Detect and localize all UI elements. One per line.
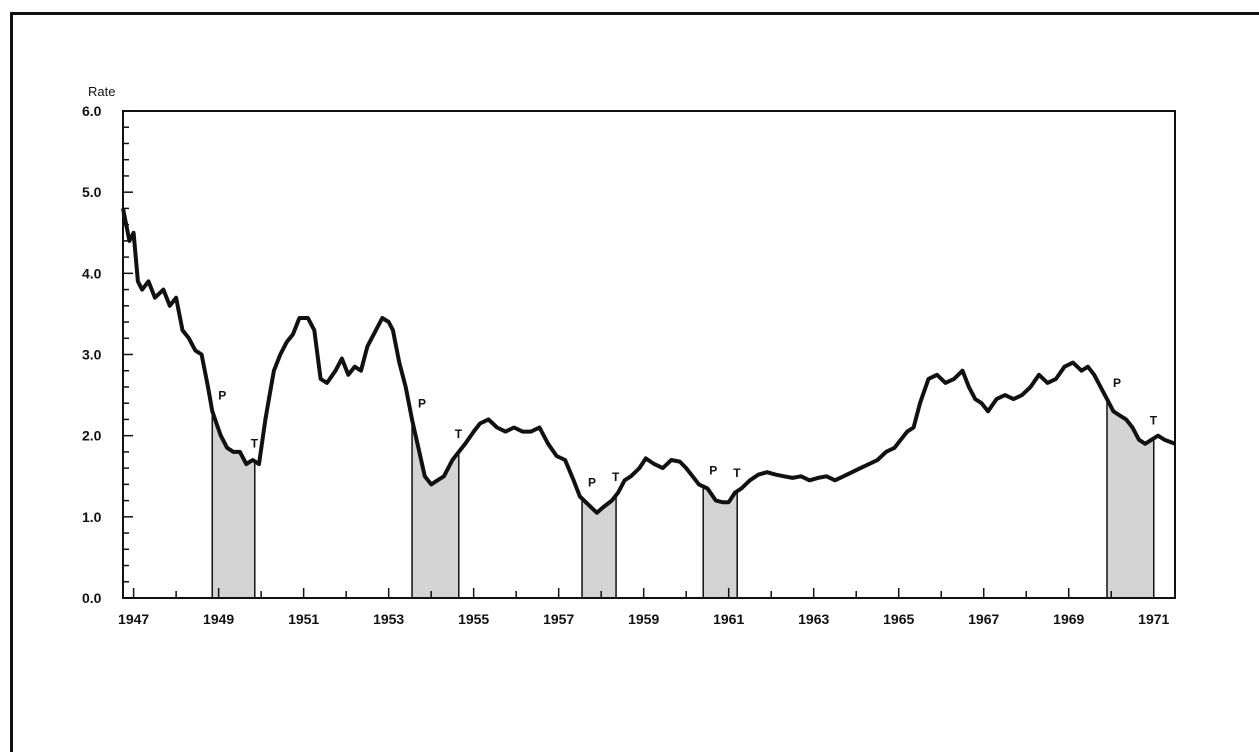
peak-label: P	[588, 476, 596, 490]
x-tick-label: 1951	[288, 611, 319, 627]
trough-label: T	[455, 427, 463, 441]
trough-label: T	[1150, 413, 1158, 427]
x-tick-label: 1959	[628, 611, 659, 627]
y-tick-label: 1.0	[82, 509, 102, 525]
x-tick-label: 1971	[1138, 611, 1169, 627]
figure-frame	[10, 12, 1259, 752]
y-tick-label: 2.0	[82, 428, 102, 444]
recession-band-1	[211, 411, 256, 599]
peak-label: P	[218, 388, 226, 402]
y-tick-label: 5.0	[82, 184, 102, 200]
x-tick-label: 1969	[1053, 611, 1084, 627]
trough-label: T	[251, 436, 259, 450]
y-tick-label: 6.0	[82, 103, 102, 119]
x-tick-label: 1961	[713, 611, 744, 627]
peak-label: P	[709, 463, 717, 477]
x-tick-label: 1949	[203, 611, 234, 627]
x-tick-label: 1953	[373, 611, 404, 627]
y-tick-label: 4.0	[82, 265, 102, 281]
x-tick-label: 1967	[968, 611, 999, 627]
series-line	[121, 208, 1176, 515]
x-tick-label: 1947	[118, 611, 149, 627]
trough-label: T	[733, 466, 741, 480]
y-tick-label: 3.0	[82, 347, 102, 363]
peak-label: P	[418, 396, 426, 410]
trough-label: T	[612, 470, 620, 484]
x-tick-label: 1955	[458, 611, 489, 627]
y-axis-title: Rate	[88, 84, 115, 99]
x-tick-label: 1957	[543, 611, 574, 627]
peak-label: P	[1113, 376, 1121, 390]
x-tick-label: 1965	[883, 611, 914, 627]
x-tick-label: 1963	[798, 611, 829, 627]
y-tick-label: 0.0	[82, 590, 102, 606]
recession-band-5	[1106, 398, 1155, 599]
line-chart: 0.0 1.0 2.0 3.0 4.0 5.0 6.0 1947 1949 1951 1953 19…	[82, 84, 1176, 627]
